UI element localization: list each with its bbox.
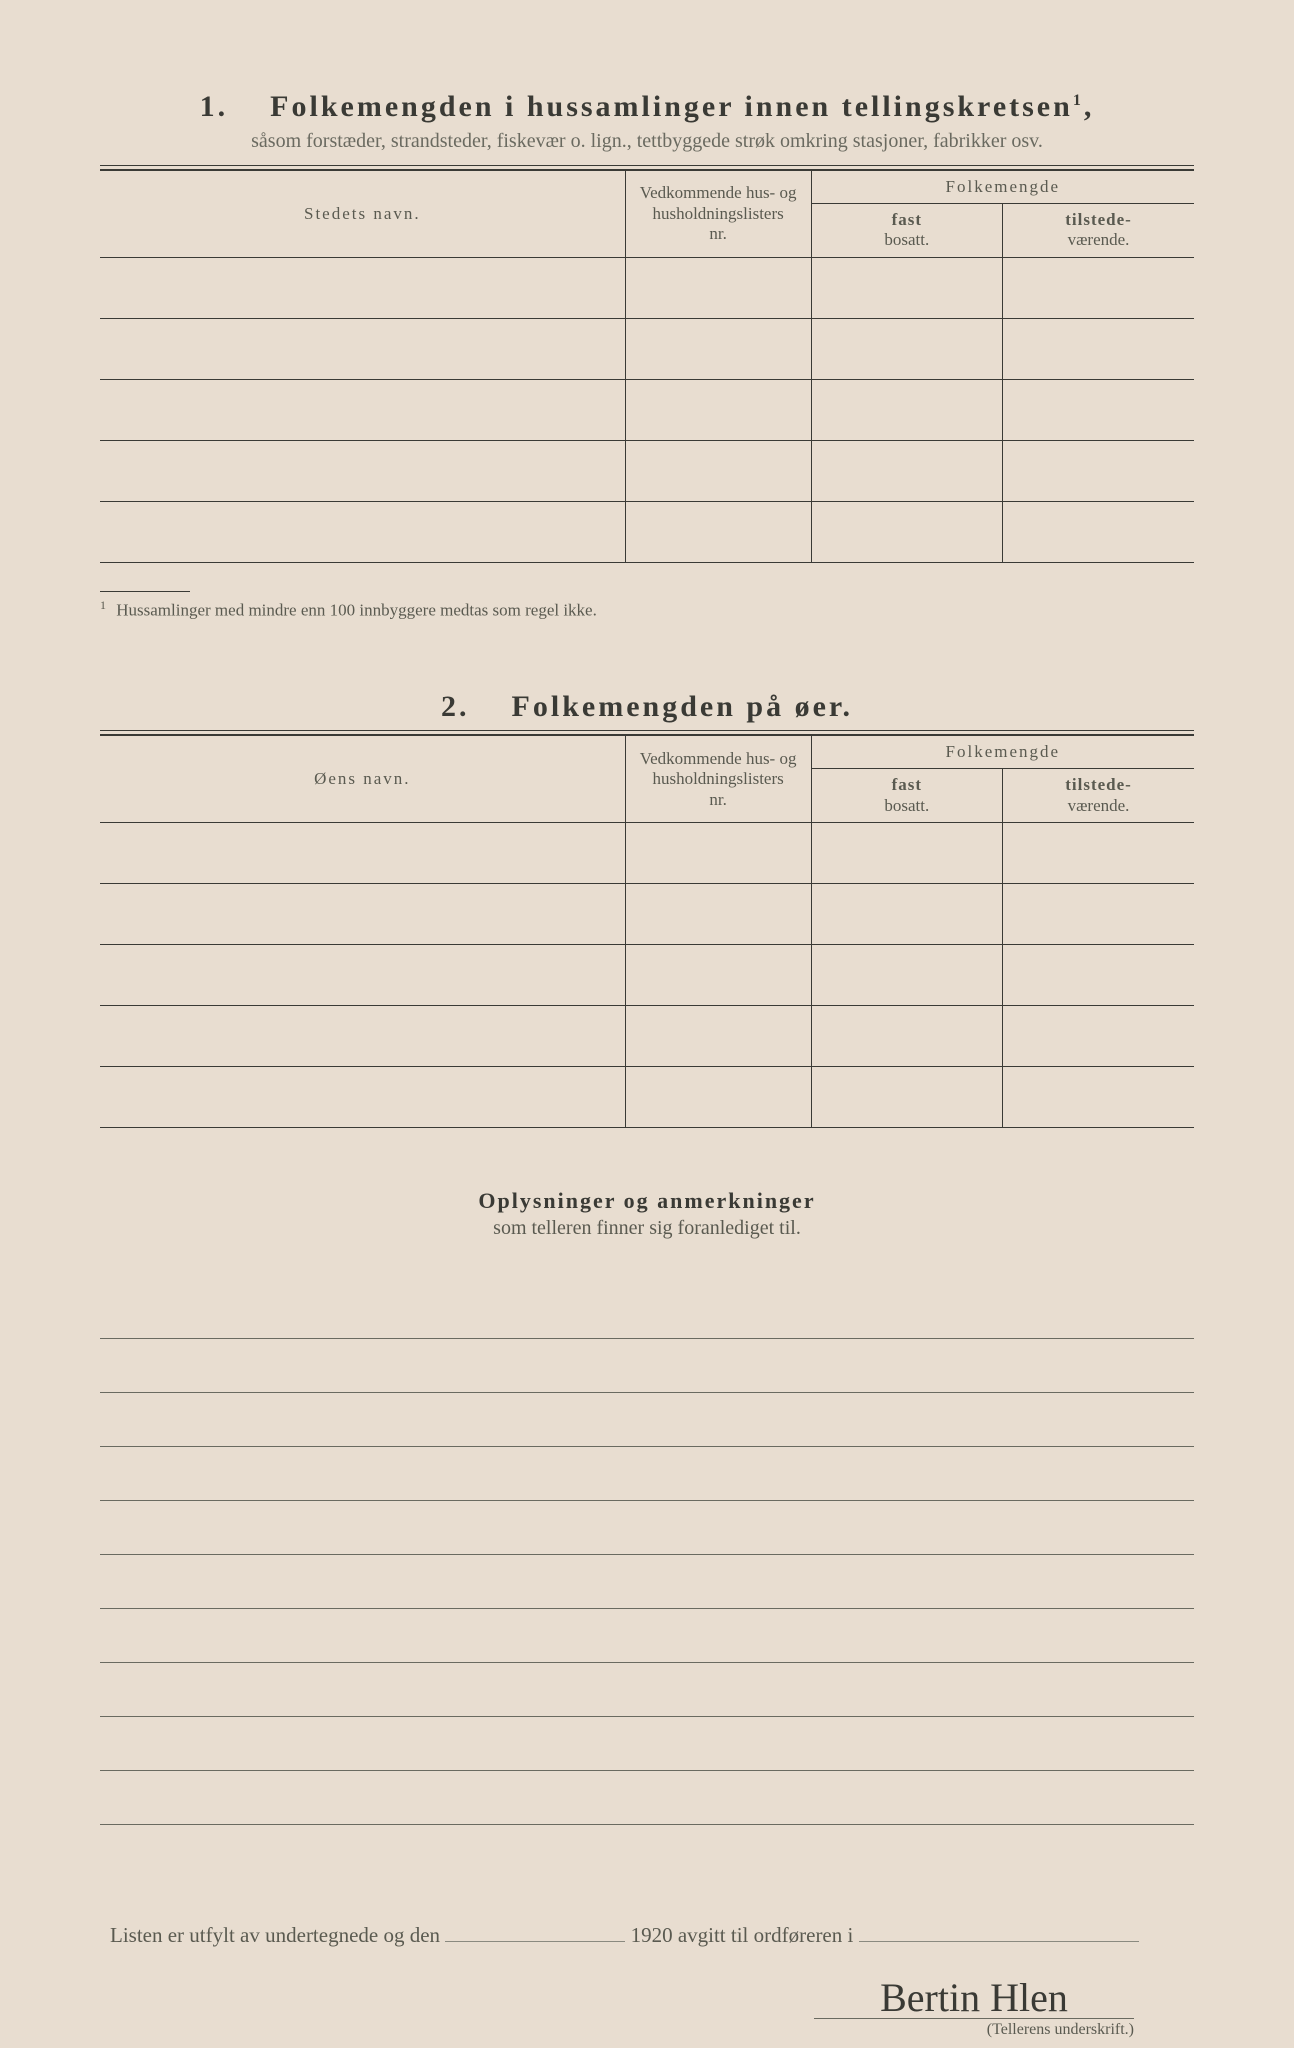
table-row (100, 318, 1194, 379)
section2-table: Øens navn. Vedkommende hus- og husholdni… (100, 735, 1194, 1128)
notes-title: Oplysninger og anmerkninger (478, 1188, 815, 1213)
table-row (100, 945, 1194, 1006)
closing-blank-ordforer (859, 1920, 1139, 1942)
footnote-marker: 1 (100, 598, 106, 612)
ruled-line (100, 1771, 1194, 1825)
table-row (100, 823, 1194, 884)
signature-area: Bertin Hlen (Tellerens underskrift.) (100, 1978, 1194, 2039)
closing-blank-date (445, 1920, 625, 1942)
ruled-line (100, 1717, 1194, 1771)
section2-col-tilstede: tilstede- værende. (1003, 769, 1194, 823)
closing-year: 1920 (631, 1923, 673, 1947)
section1-title-sup: 1 (1073, 92, 1084, 109)
ruled-line (100, 1609, 1194, 1663)
census-form-page: 1. Folkemengden i hussamlinger innen tel… (0, 0, 1294, 2048)
table-row (100, 1067, 1194, 1128)
table-row (100, 440, 1194, 501)
section1-subtitle: såsom forstæder, strandsteder, fiskevær … (100, 130, 1194, 153)
notes-heading: Oplysninger og anmerkninger som telleren… (100, 1188, 1194, 1240)
ruled-line (100, 1663, 1194, 1717)
table-row (100, 1006, 1194, 1067)
ruled-line (100, 1285, 1194, 1339)
section1-title-text: Folkemengden i hussamlinger innen tellin… (270, 90, 1073, 123)
section1-title: 1. Folkemengden i hussamlinger innen tel… (100, 90, 1194, 124)
notes-ruled-lines (100, 1285, 1194, 1825)
section1-table: Stedets navn. Vedkommende hus- og hushol… (100, 170, 1194, 563)
section1-col-fast: fast bosatt. (811, 204, 1002, 258)
section2-title: 2. Folkemengden på øer. (100, 690, 1194, 724)
footnote-text: Hussamlinger med mindre enn 100 innbygge… (116, 600, 597, 619)
table-row (100, 501, 1194, 562)
closing-line: Listen er utfylt av undertegnede og den … (100, 1920, 1194, 1948)
section2-number: 2. (441, 690, 470, 723)
table-row (100, 884, 1194, 945)
section2: 2. Folkemengden på øer. Øens navn. Vedko… (100, 690, 1194, 1128)
section1-number: 1. (200, 90, 229, 123)
signature-script: Bertin Hlen (814, 1978, 1134, 2019)
signature-label: (Tellerens underskrift.) (100, 2021, 1134, 2039)
section1-footnote: 1 Hussamlinger med mindre enn 100 innbyg… (100, 598, 1194, 621)
ruled-line (100, 1555, 1194, 1609)
table-row (100, 257, 1194, 318)
ruled-line (100, 1339, 1194, 1393)
section1-col-tilstede: tilstede- værende. (1003, 204, 1194, 258)
section1-col-name: Stedets navn. (100, 171, 625, 258)
ruled-line (100, 1501, 1194, 1555)
ruled-line (100, 1393, 1194, 1447)
section1-col-list: Vedkommende hus- og husholdningslisters … (625, 171, 811, 258)
notes-subtitle: som telleren finner sig foranlediget til… (493, 1217, 801, 1239)
section2-col-name: Øens navn. (100, 736, 625, 823)
section1-col-folkemengde: Folkemengde (811, 171, 1194, 204)
section2-title-text: Folkemengden på øer. (512, 690, 853, 723)
footnote-rule (100, 591, 190, 592)
section2-col-fast: fast bosatt. (811, 769, 1002, 823)
section2-col-list: Vedkommende hus- og husholdningslisters … (625, 736, 811, 823)
ruled-line (100, 1447, 1194, 1501)
closing-before: Listen er utfylt av undertegnede og den (110, 1923, 440, 1947)
closing-after: avgitt til ordføreren i (678, 1923, 854, 1947)
section2-col-folkemengde: Folkemengde (811, 736, 1194, 769)
table-row (100, 379, 1194, 440)
